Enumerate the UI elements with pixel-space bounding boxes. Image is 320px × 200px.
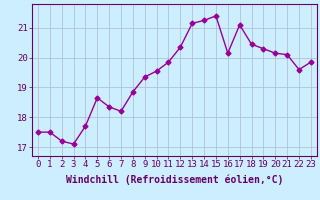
X-axis label: Windchill (Refroidissement éolien,°C): Windchill (Refroidissement éolien,°C)	[66, 175, 283, 185]
